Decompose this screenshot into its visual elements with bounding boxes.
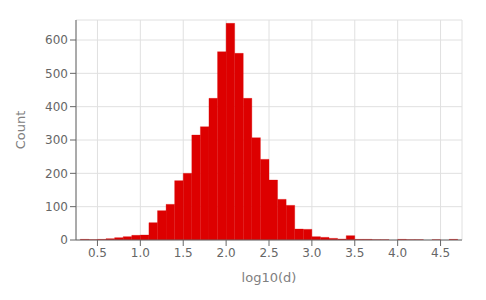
svg-text:400: 400	[45, 100, 68, 114]
svg-text:0.5: 0.5	[88, 246, 107, 260]
svg-text:500: 500	[45, 67, 68, 81]
svg-text:200: 200	[45, 167, 68, 181]
svg-text:2.0: 2.0	[217, 246, 236, 260]
svg-text:3.5: 3.5	[345, 246, 364, 260]
svg-text:4.0: 4.0	[388, 246, 407, 260]
svg-text:1.5: 1.5	[174, 246, 193, 260]
svg-text:600: 600	[45, 33, 68, 47]
svg-text:3.0: 3.0	[302, 246, 321, 260]
svg-text:1.0: 1.0	[131, 246, 150, 260]
svg-text:Count: Count	[13, 111, 28, 150]
svg-text:log10(d): log10(d)	[242, 270, 297, 285]
svg-text:100: 100	[45, 200, 68, 214]
svg-text:2.5: 2.5	[259, 246, 278, 260]
svg-text:0: 0	[60, 233, 68, 247]
svg-text:4.5: 4.5	[431, 246, 450, 260]
svg-text:300: 300	[45, 133, 68, 147]
